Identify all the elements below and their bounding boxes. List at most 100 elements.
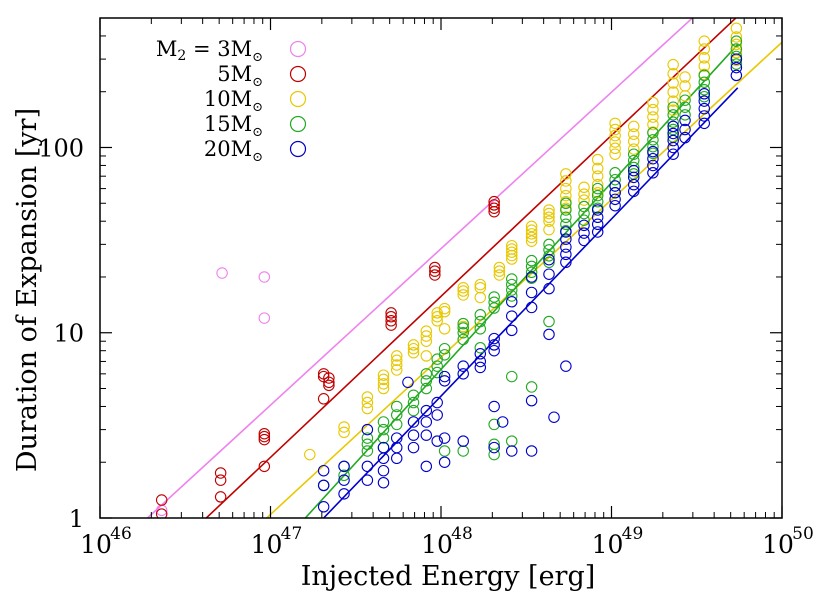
data-point — [214, 467, 227, 479]
data-point — [438, 456, 451, 468]
data-point — [431, 366, 443, 379]
y-tick-label: 100 — [38, 134, 84, 162]
data-point — [390, 409, 403, 421]
data-point — [438, 305, 451, 318]
data-point — [214, 474, 227, 486]
data-point — [506, 435, 518, 447]
data-point — [698, 90, 711, 103]
data-point — [506, 246, 518, 258]
x-tick-exponent: 49 — [622, 524, 644, 544]
data-point — [647, 140, 659, 153]
data-point — [390, 400, 403, 413]
data-point — [407, 396, 420, 409]
y-tick-label: 1 — [69, 505, 84, 533]
data-point — [647, 145, 659, 158]
data-point — [304, 448, 316, 461]
data-point — [647, 96, 659, 109]
x-tick-label: 10 — [762, 530, 794, 559]
data-point — [578, 214, 590, 226]
data-point — [457, 317, 469, 330]
data-point — [377, 423, 390, 436]
data-point — [488, 296, 500, 309]
data-point — [560, 189, 572, 202]
data-point — [317, 479, 330, 492]
data-point — [474, 278, 487, 291]
legend-label: 20M⊙ — [204, 137, 263, 165]
data-point — [543, 207, 555, 220]
data-point — [438, 432, 451, 444]
data-point — [525, 445, 538, 457]
data-point — [385, 307, 397, 319]
data-point — [258, 312, 271, 324]
data-point — [390, 432, 403, 444]
data-point — [560, 197, 572, 210]
data-point — [361, 423, 374, 436]
data-point — [627, 185, 640, 198]
data-point — [361, 460, 374, 473]
data-point — [258, 460, 271, 473]
x-tick-exponent: 48 — [451, 524, 473, 544]
data-point — [591, 189, 604, 202]
data-point — [407, 342, 420, 355]
data-point — [338, 426, 350, 439]
data-point — [506, 284, 518, 296]
data-point — [591, 204, 604, 216]
data-point — [560, 233, 572, 245]
data-point — [377, 373, 390, 386]
data-point — [438, 349, 451, 361]
data-point — [361, 391, 374, 403]
data-point — [323, 372, 335, 384]
data-point — [647, 134, 659, 146]
data-point — [457, 360, 469, 372]
data-point — [474, 291, 487, 304]
data-point — [730, 38, 743, 51]
data-point — [543, 223, 555, 236]
fit-line-2 — [266, 41, 782, 518]
data-point — [506, 273, 518, 285]
data-point — [407, 404, 420, 417]
legend-marker — [289, 90, 307, 108]
legend-marker — [289, 40, 307, 58]
data-point — [390, 418, 403, 431]
data-point — [698, 76, 711, 88]
data-point — [609, 142, 621, 155]
data-point — [506, 295, 518, 308]
data-point — [438, 323, 451, 335]
fit-line-1 — [205, 18, 737, 518]
data-point — [698, 88, 711, 100]
data-point — [730, 22, 743, 35]
data-point — [323, 376, 335, 389]
data-point — [506, 370, 518, 383]
data-point — [730, 69, 743, 82]
data-point — [407, 441, 420, 454]
data-point — [488, 205, 500, 218]
data-point — [525, 254, 538, 267]
data-point — [323, 379, 335, 392]
data-point — [407, 416, 420, 428]
data-point — [457, 322, 469, 334]
data-point — [377, 476, 390, 489]
x-tick-exponent: 50 — [792, 524, 814, 544]
data-point — [578, 194, 590, 206]
data-point — [431, 396, 443, 409]
legend: M2 = 3M⊙5M⊙10M⊙15M⊙20M⊙ — [156, 37, 307, 165]
x-tick-label: 10 — [592, 530, 624, 559]
data-point — [338, 460, 350, 473]
legend-label: 10M⊙ — [204, 87, 263, 115]
data-point — [591, 195, 604, 208]
data-point — [488, 199, 500, 211]
data-point — [730, 31, 743, 43]
data-point — [560, 226, 572, 238]
data-point — [377, 452, 390, 465]
data-point — [609, 173, 621, 186]
data-point — [560, 168, 572, 180]
data-point — [543, 238, 555, 251]
data-point — [474, 281, 487, 294]
data-point — [377, 382, 390, 395]
data-point — [361, 474, 374, 486]
data-point — [488, 400, 500, 413]
data-point — [578, 207, 590, 220]
data-point — [543, 282, 555, 295]
data-point — [591, 170, 604, 182]
